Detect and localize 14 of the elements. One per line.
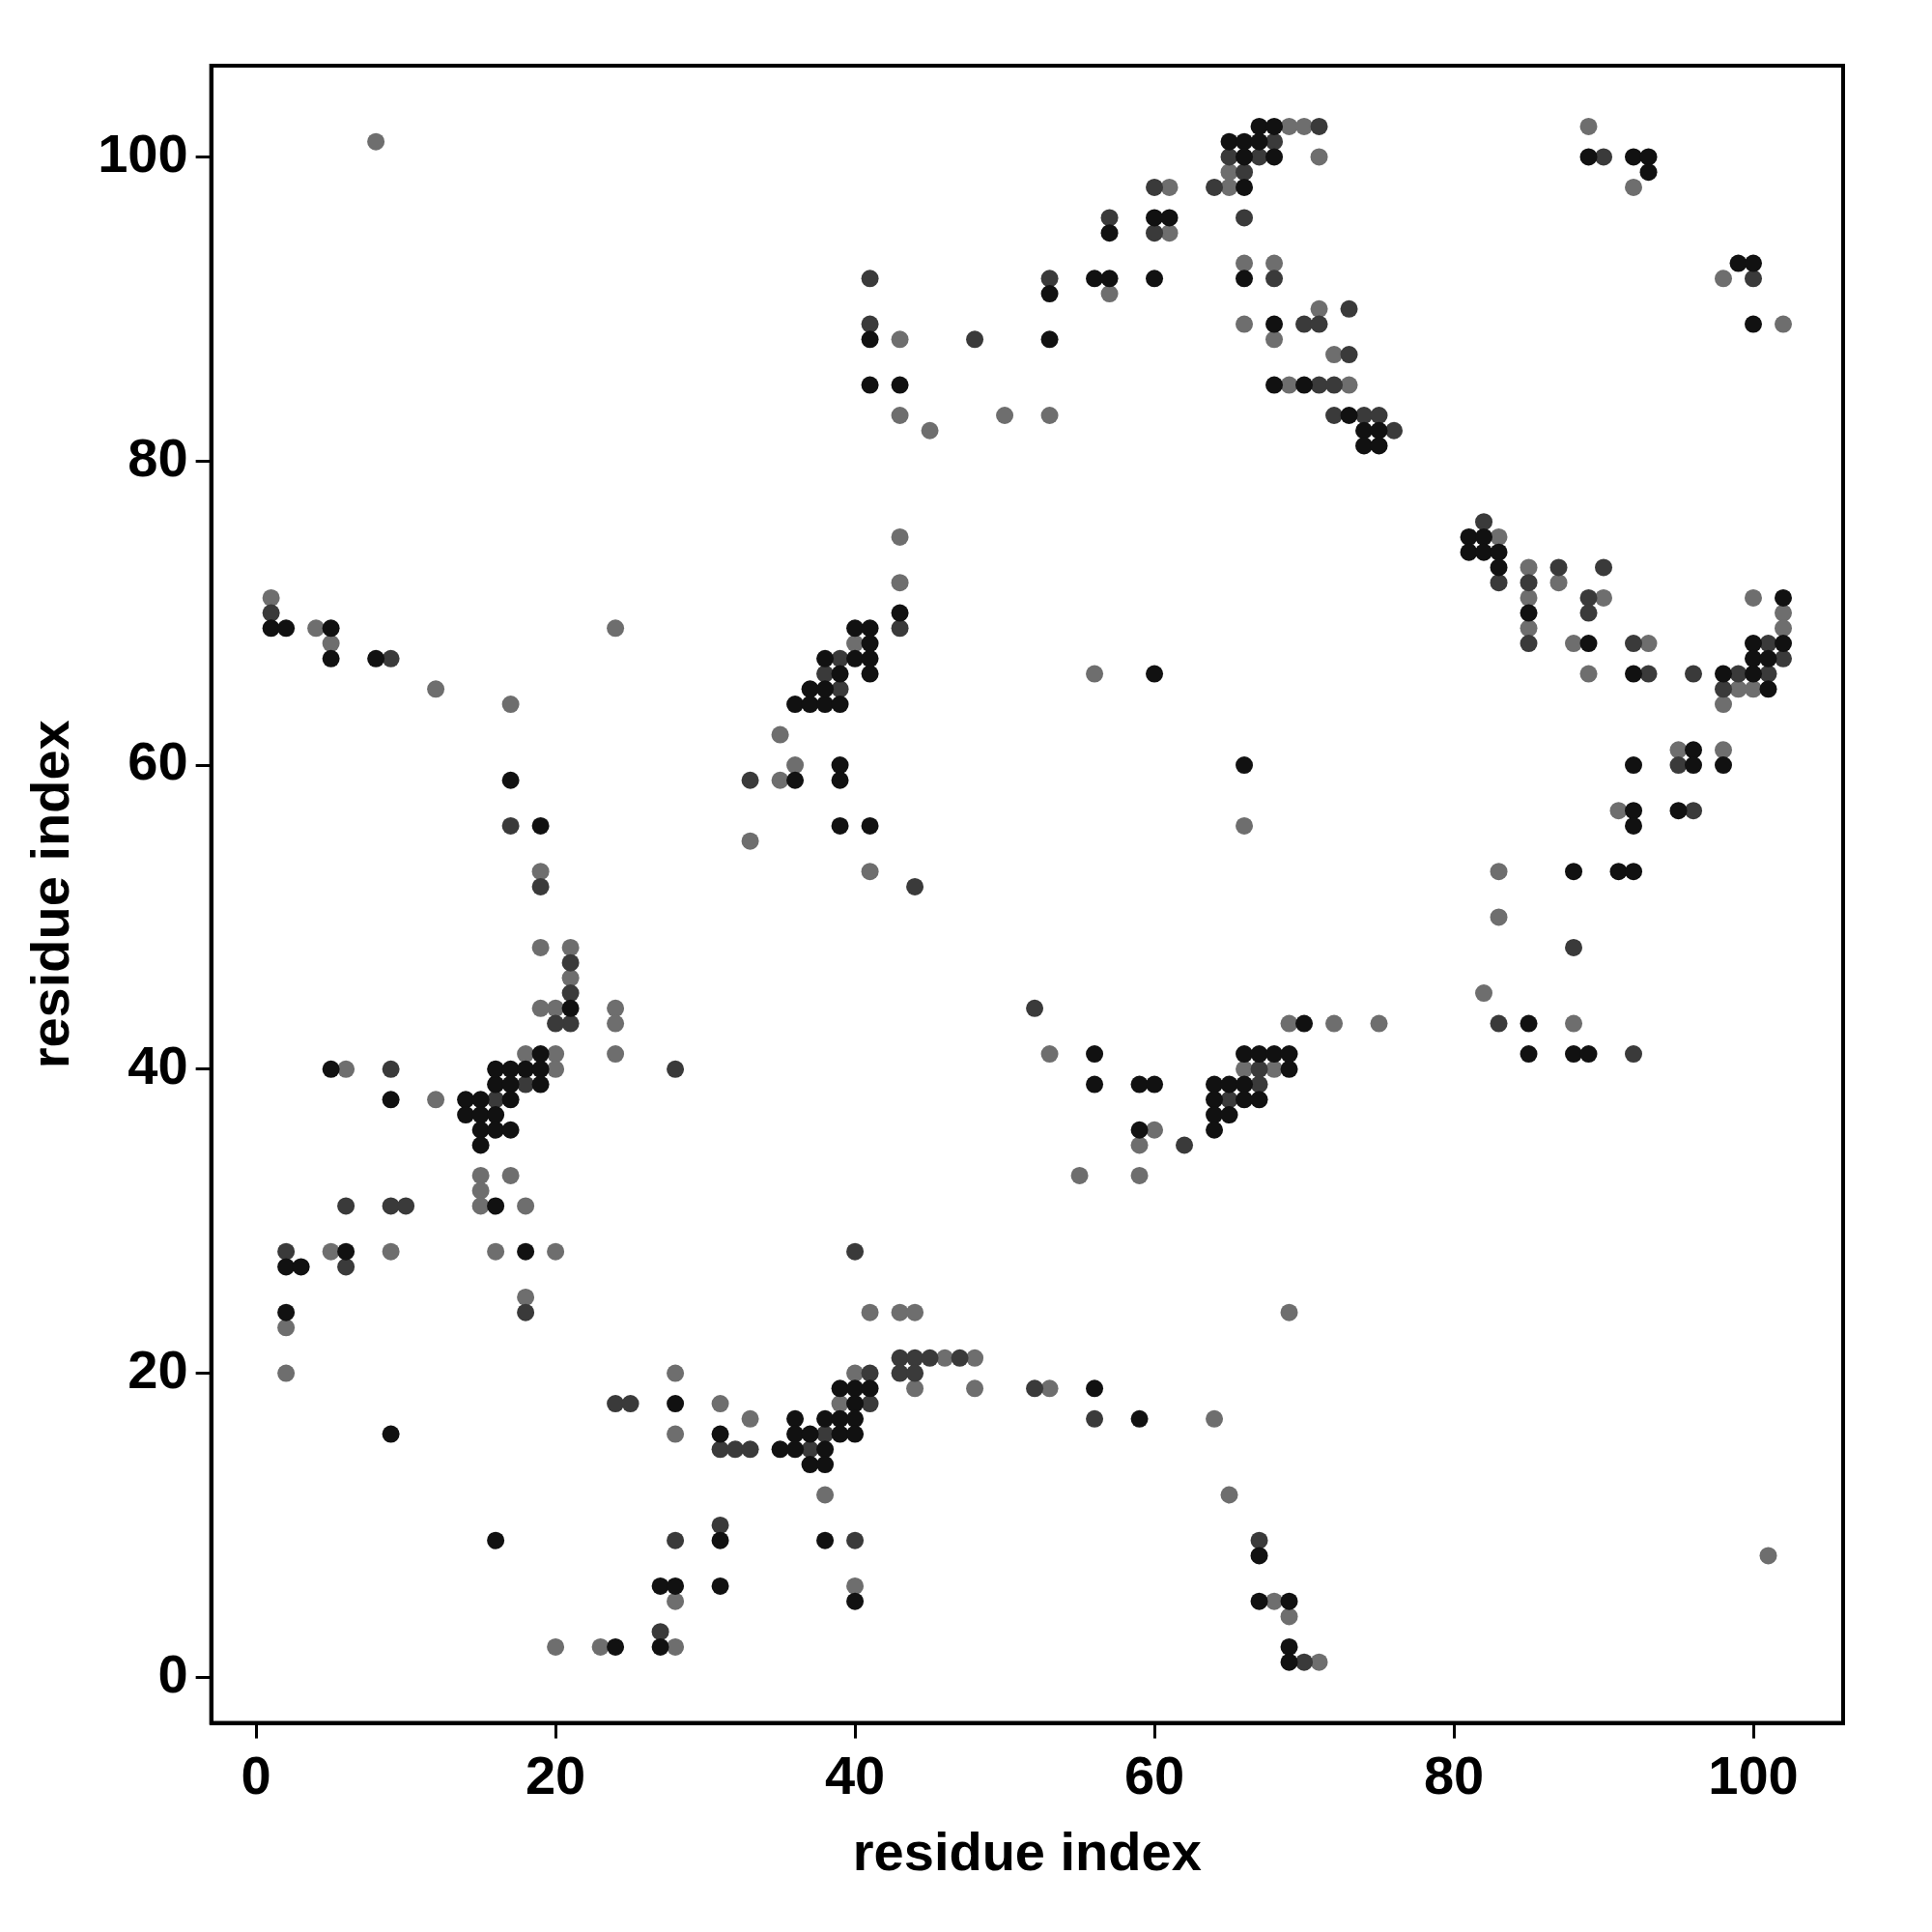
y-tick-label: 60: [128, 730, 188, 792]
y-tick-label: 80: [128, 426, 188, 488]
x-axis-title: residue index: [852, 1820, 1202, 1882]
x-tick-label: 40: [824, 1744, 886, 1805]
x-tick-label: 100: [1708, 1744, 1799, 1805]
x-tick-label: 0: [241, 1744, 271, 1805]
x-tick-label: 80: [1423, 1744, 1485, 1805]
y-tick-label: 0: [157, 1642, 188, 1704]
y-tick-label: 100: [98, 122, 188, 184]
y-axis-title: residue index: [19, 720, 81, 1069]
y-tick-label: 40: [128, 1035, 188, 1096]
y-tick-label: 20: [128, 1339, 188, 1401]
x-tick-label: 20: [525, 1744, 586, 1805]
x-tick-label: 60: [1123, 1744, 1185, 1805]
